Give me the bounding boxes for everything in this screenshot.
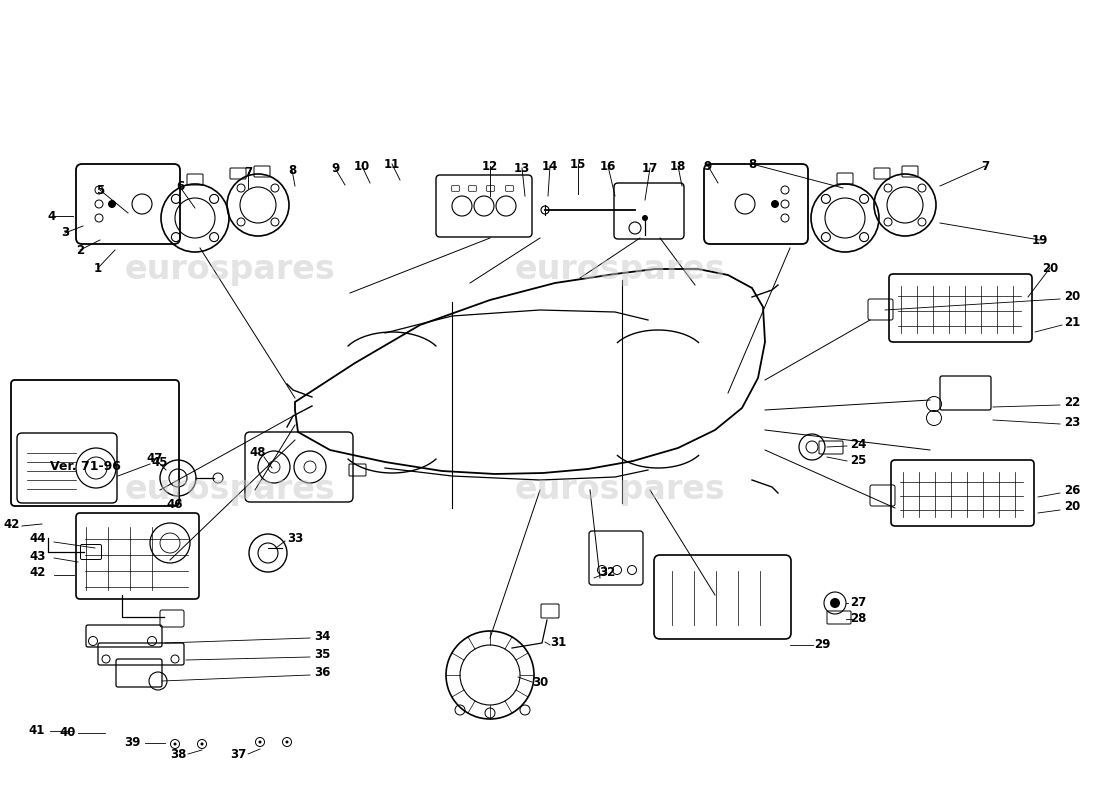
Text: 20: 20 (1042, 262, 1058, 274)
Text: 16: 16 (600, 159, 616, 173)
Text: 30: 30 (532, 675, 548, 689)
Text: 6: 6 (176, 181, 184, 194)
Text: 19: 19 (1032, 234, 1048, 246)
Text: 7: 7 (981, 159, 989, 173)
Text: eurospares: eurospares (124, 254, 336, 286)
Text: 13: 13 (514, 162, 530, 174)
Text: 14: 14 (542, 159, 558, 173)
Text: 36: 36 (314, 666, 330, 679)
Text: 42: 42 (30, 566, 46, 579)
Circle shape (830, 598, 840, 608)
Text: eurospares: eurospares (124, 474, 336, 506)
Text: Ver. 71-96: Ver. 71-96 (50, 461, 121, 474)
Text: 8: 8 (288, 163, 296, 177)
Text: 31: 31 (550, 635, 566, 649)
Text: 24: 24 (850, 438, 866, 451)
Text: 7: 7 (244, 166, 252, 178)
Text: 4: 4 (48, 210, 56, 222)
Text: 18: 18 (670, 159, 686, 173)
Text: 42: 42 (3, 518, 20, 530)
Text: 41: 41 (29, 723, 45, 737)
Text: 25: 25 (850, 454, 866, 466)
Text: 45: 45 (152, 455, 168, 469)
Text: 21: 21 (1064, 315, 1080, 329)
Text: 27: 27 (850, 595, 866, 609)
Circle shape (174, 742, 176, 746)
Text: 46: 46 (167, 498, 184, 511)
Text: 17: 17 (642, 162, 658, 174)
Text: 9: 9 (704, 159, 712, 173)
Text: 28: 28 (850, 611, 866, 625)
Text: 43: 43 (30, 550, 46, 562)
Text: 37: 37 (230, 749, 246, 762)
Circle shape (200, 742, 204, 746)
Text: 10: 10 (354, 159, 370, 173)
Text: 32: 32 (598, 566, 615, 578)
Text: 44: 44 (30, 531, 46, 545)
Text: 39: 39 (124, 737, 140, 750)
Text: 8: 8 (748, 158, 756, 170)
Text: 3: 3 (60, 226, 69, 239)
Text: 23: 23 (1064, 415, 1080, 429)
Text: 20: 20 (1064, 501, 1080, 514)
Text: 12: 12 (482, 159, 498, 173)
Text: 22: 22 (1064, 395, 1080, 409)
Text: 9: 9 (331, 162, 339, 174)
Circle shape (108, 200, 115, 208)
Circle shape (771, 200, 779, 208)
Text: 34: 34 (314, 630, 330, 643)
Circle shape (286, 741, 288, 743)
Text: 47: 47 (146, 451, 163, 465)
Text: eurospares: eurospares (515, 474, 725, 506)
Text: 40: 40 (59, 726, 76, 738)
Text: 26: 26 (1064, 483, 1080, 497)
Text: 33: 33 (287, 531, 304, 545)
Text: 35: 35 (314, 649, 330, 662)
Text: 29: 29 (814, 638, 830, 650)
Text: 1: 1 (94, 262, 102, 274)
Circle shape (258, 741, 262, 743)
Text: 48: 48 (250, 446, 266, 459)
Text: 2: 2 (76, 243, 84, 257)
Text: 38: 38 (169, 749, 186, 762)
Text: 20: 20 (1064, 290, 1080, 303)
Text: 5: 5 (96, 183, 104, 197)
Text: 15: 15 (570, 158, 586, 170)
Text: 11: 11 (384, 158, 400, 170)
Circle shape (642, 215, 648, 221)
Text: eurospares: eurospares (515, 254, 725, 286)
